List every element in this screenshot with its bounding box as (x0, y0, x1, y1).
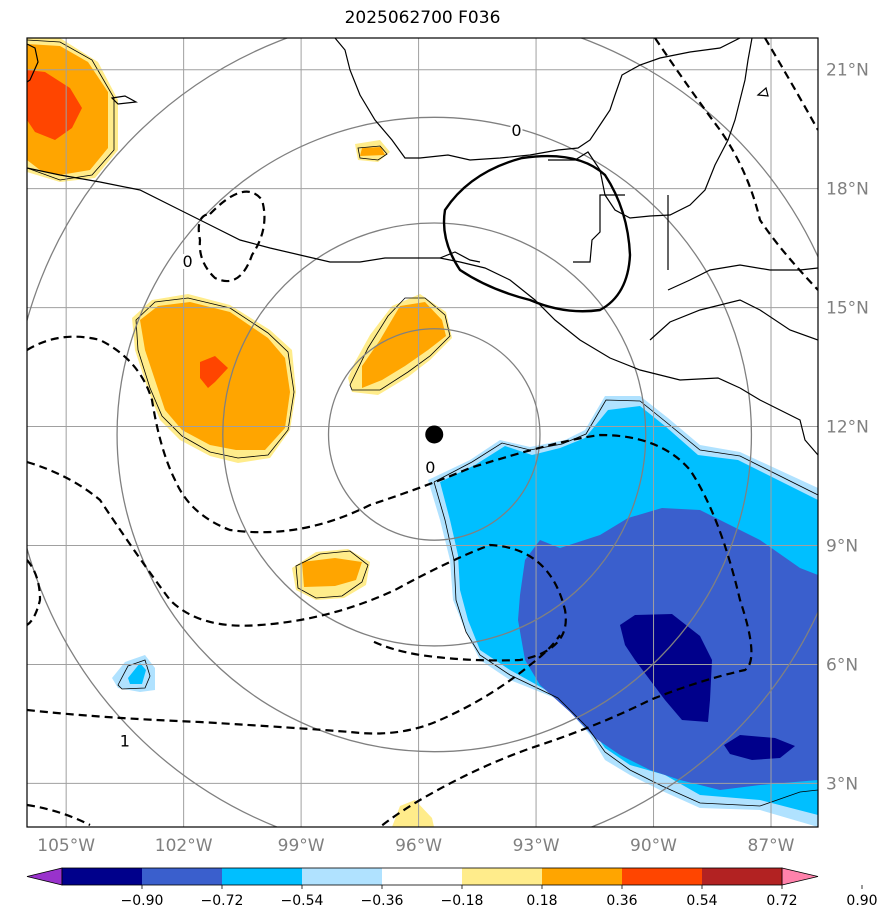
colorbar-swatch-3 (302, 868, 383, 885)
dashed-contours (27, 38, 818, 827)
longitude-tick-labels: 105°W 102°W 99°W 96°W 93°W 90°W 87°W (37, 836, 794, 856)
field-west-red (200, 356, 228, 388)
colorbar-tick-label-6: 0.36 (606, 893, 637, 909)
contour-ne-1 (654, 38, 818, 291)
contour-mid (27, 460, 567, 662)
range-ring-1 (222, 222, 647, 647)
contour-label-3: 1 (120, 732, 130, 751)
colorbar-frame (61, 867, 783, 886)
colorbar-tick-label-7: 0.54 (686, 893, 717, 909)
lat-tick-label-0: 21°N (826, 61, 869, 81)
coast-island-e (756, 86, 769, 97)
contour-label-0: 0 (511, 121, 521, 140)
coast-pacific (27, 167, 741, 389)
field-center-orange (362, 302, 446, 388)
lat-tick-label-3: 12°N (826, 418, 869, 438)
field-south-orange (302, 558, 362, 587)
colorbar-swatch-2 (222, 868, 303, 885)
plot-frame (26, 37, 819, 828)
lat-tick-label-2: 15°N (826, 299, 869, 319)
lat-tick-label-5: 6°N (826, 655, 858, 675)
contour-ne-2 (764, 38, 818, 131)
colorbar-tick-label-1: −0.72 (201, 893, 244, 909)
positive-anomaly-fields (27, 38, 452, 827)
field-sw-cyan (128, 663, 146, 684)
center-marker (425, 425, 444, 444)
shade-outlines (27, 39, 818, 807)
range-rings (27, 38, 818, 827)
field-bottom-light (392, 800, 434, 827)
contour-one (27, 634, 561, 735)
colorbar-tick-label-8: 0.72 (766, 893, 797, 909)
field-se-navy-2 (724, 735, 795, 760)
coast-isthmus (439, 251, 481, 263)
border-guatemala (573, 194, 625, 263)
coast-baja-tip (27, 43, 39, 83)
lat-tick-label-6: 3°N (826, 774, 858, 794)
latitude-tick-labels: 21°N 18°N 15°N 12°N 9°N 6°N 3°N (826, 61, 869, 795)
field-gulf-orange (360, 147, 385, 156)
range-ring-2 (116, 116, 753, 753)
lon-tick-label-3: 96°W (395, 836, 442, 856)
field-se-navy-1 (620, 614, 712, 722)
contour-labels: 0 0 0 1 (118, 121, 523, 751)
colorbar-swatch-4 (382, 868, 463, 885)
colorbar-swatch-5 (462, 868, 543, 885)
contour-label-bg-1 (181, 253, 194, 269)
field-nw-red (27, 70, 82, 140)
contour-label-2: 0 (425, 458, 435, 477)
colorbar-extend-max (781, 867, 819, 886)
lat-tick-label-1: 18°N (826, 180, 869, 200)
lon-tick-label-4: 93°W (513, 836, 560, 856)
colorbar-tick-label-4: −0.18 (441, 893, 484, 909)
contour-zero-main (27, 335, 753, 827)
coast-central-am (649, 299, 818, 341)
colorbar-tick-label-0: −0.90 (121, 893, 164, 909)
contour-west-edge (27, 559, 42, 626)
contour-label-1: 0 (182, 252, 192, 271)
contour-label-bg-2 (424, 460, 437, 476)
coast-island-nw (110, 95, 138, 105)
lon-tick-label-6: 87°W (748, 836, 795, 856)
map-title: 2025062700 F036 (344, 8, 501, 28)
lon-tick-label-5: 90°W (630, 836, 677, 856)
colorbar-swatch-1 (142, 868, 223, 885)
colorbar-tick-label-2: −0.54 (281, 893, 324, 909)
bold-zero-contour (442, 154, 632, 313)
contour-nw-loop (197, 190, 266, 283)
lon-tick-label-2: 99°W (278, 836, 325, 856)
coast-gulf (334, 38, 741, 161)
coast-panama (739, 387, 818, 456)
lon-tick-label-0: 105°W (37, 836, 95, 856)
lat-lon-grid (27, 38, 818, 827)
colorbar-extend-min (26, 867, 63, 886)
negative-anomaly-fields (112, 396, 818, 827)
contour-label-bg-3 (118, 733, 131, 749)
contour-sw (27, 803, 91, 826)
colorbar-swatch-0 (62, 868, 143, 885)
coastlines (27, 38, 818, 456)
lat-tick-label-4: 9°N (826, 536, 858, 556)
colorbar-swatch-8 (702, 868, 783, 885)
colorbar-swatch-6 (542, 868, 623, 885)
coast-yucatan (548, 38, 753, 219)
colorbar-swatch-7 (622, 868, 703, 885)
colorbar-tick-label-9: 0.90 (846, 893, 877, 909)
colorbar-tick-label-3: −0.36 (361, 893, 404, 909)
contour-label-bg-0 (510, 123, 523, 139)
range-ring-0 (327, 328, 541, 541)
lon-tick-label-1: 102°W (155, 836, 213, 856)
coast-honduras (667, 264, 818, 291)
colorbar-tick-label-5: 0.18 (526, 893, 557, 909)
colorbar: −0.90 −0.72 −0.54 −0.36 −0.18 0.18 0.36 0.54 0.7… (26, 867, 878, 909)
map-layers: 0 0 0 1 (27, 38, 818, 827)
